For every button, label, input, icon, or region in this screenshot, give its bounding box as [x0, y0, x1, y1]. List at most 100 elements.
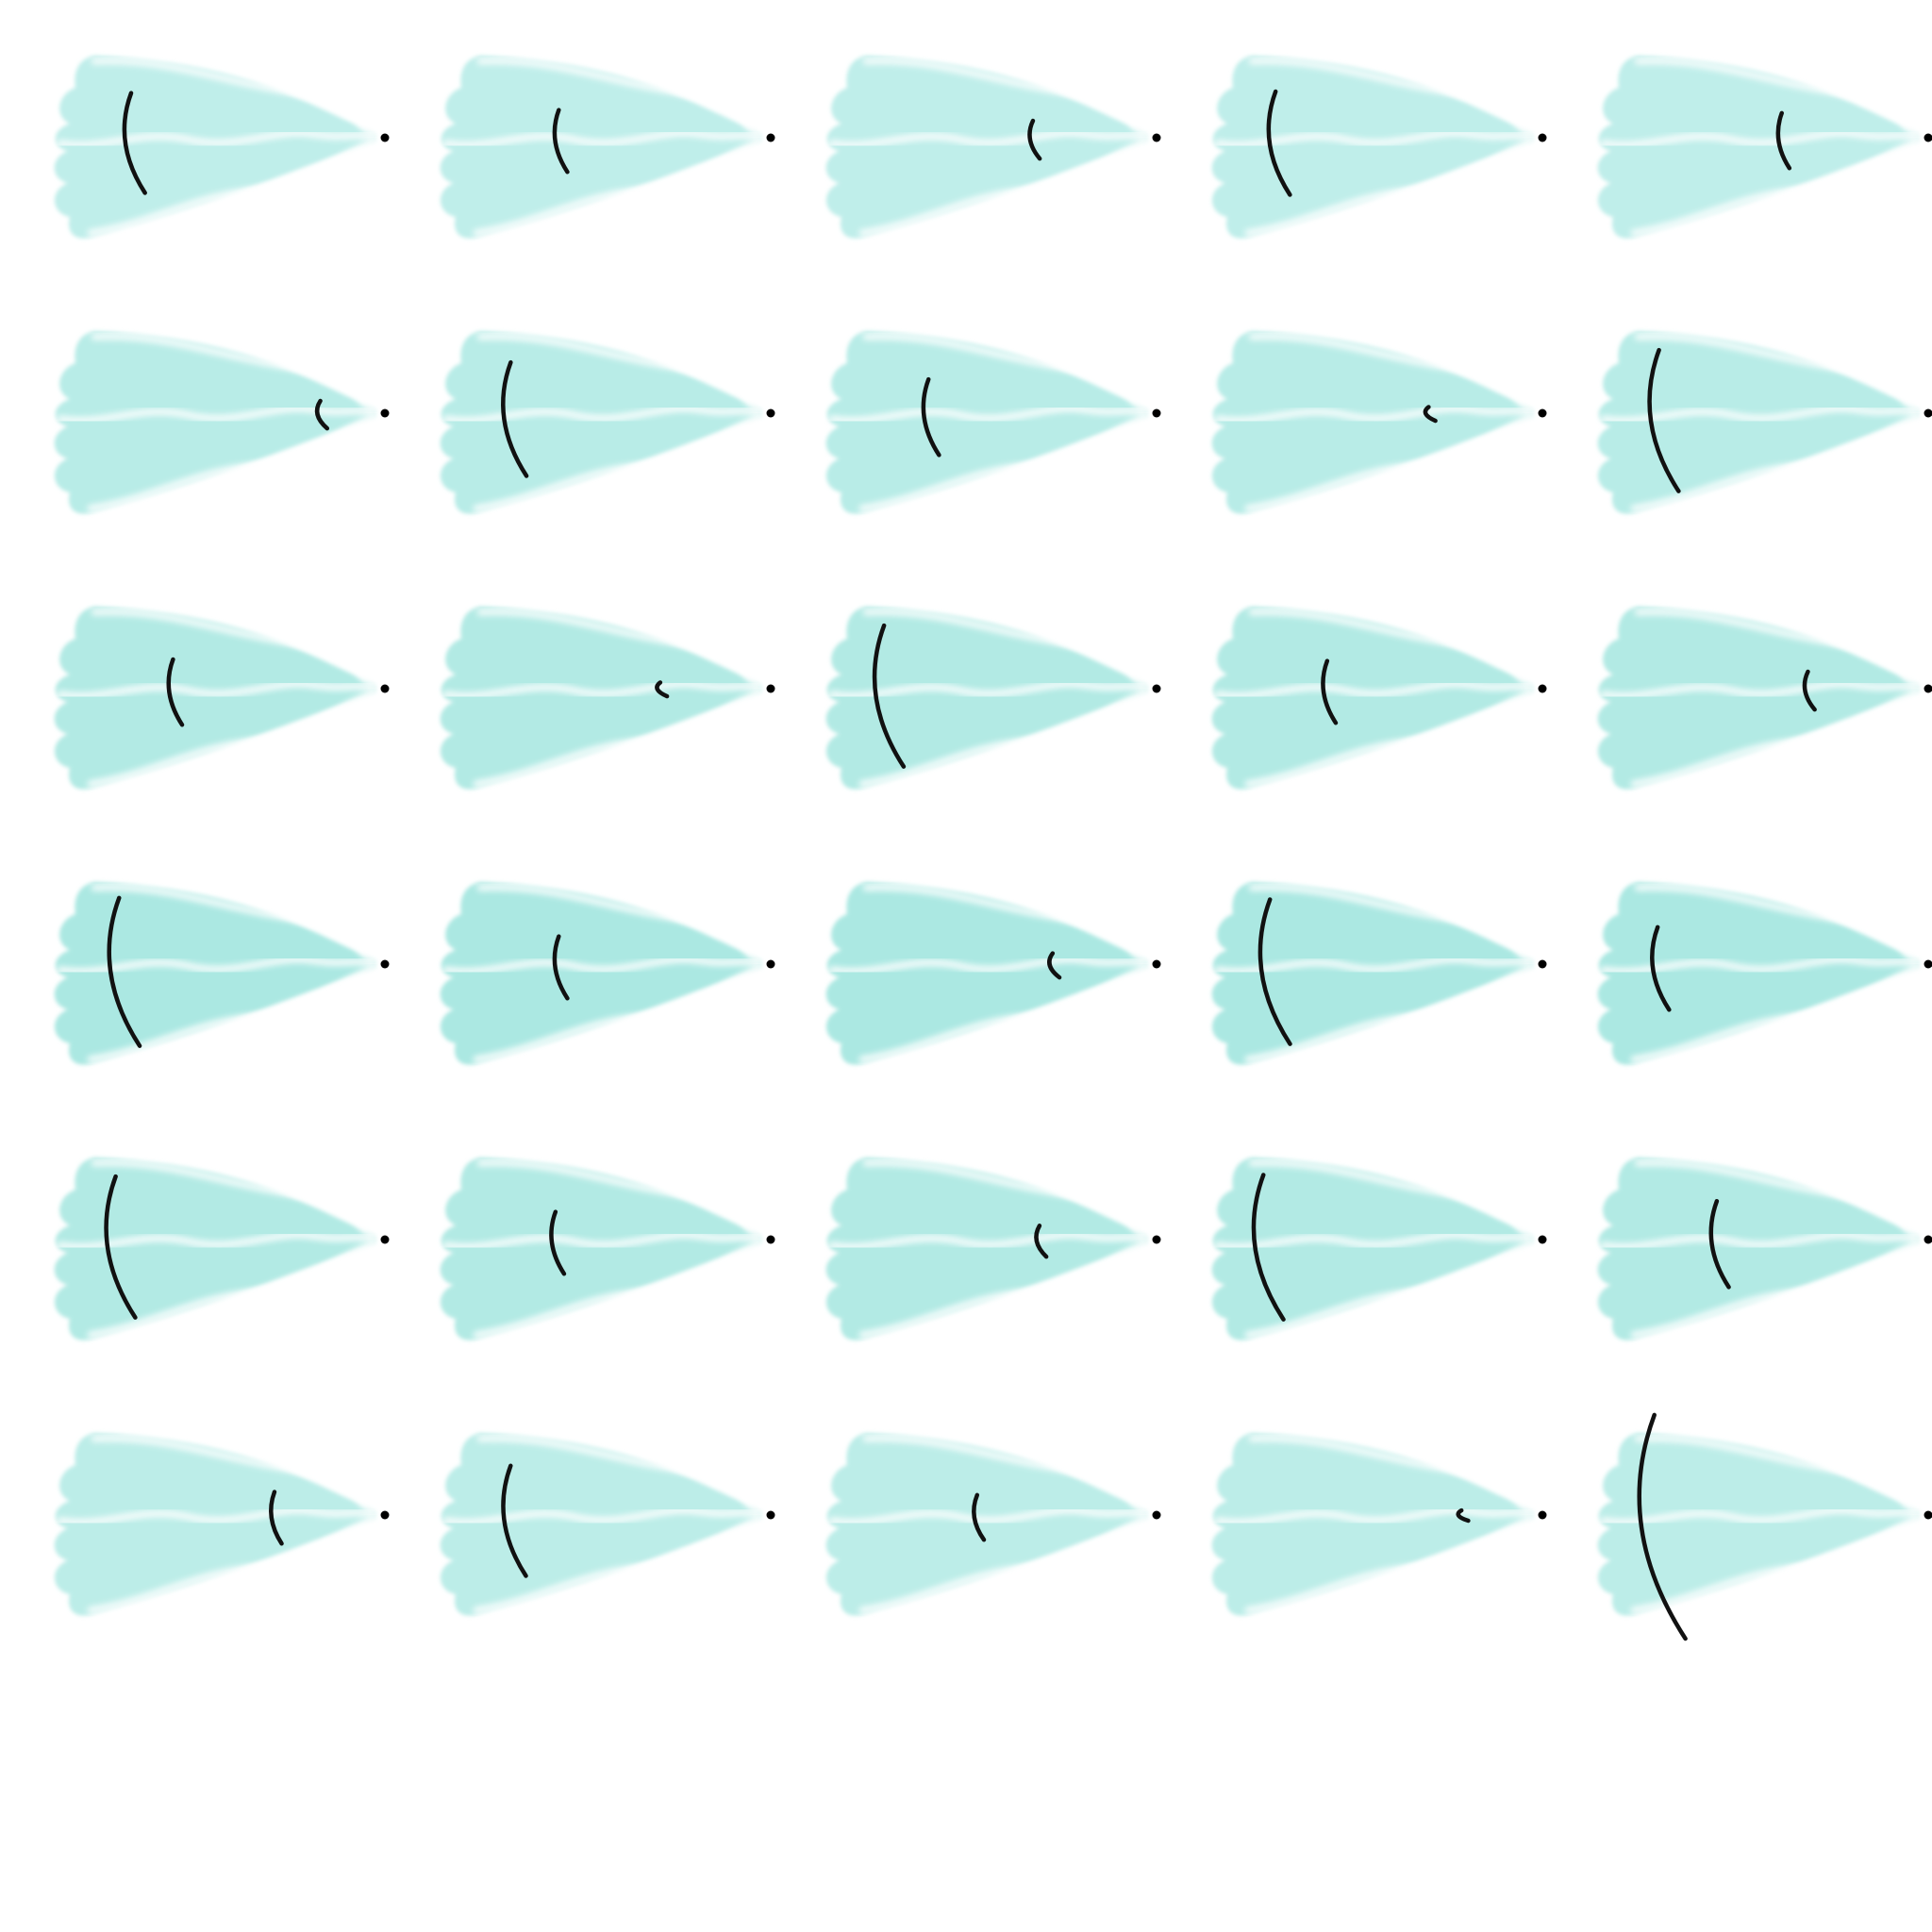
fan-stripe-bottom: [1630, 138, 1921, 237]
fan-stripe-top: [1634, 333, 1921, 413]
fan-body: [440, 1158, 761, 1341]
fan-stripe-bottom: [858, 964, 1149, 1063]
fan-body: [1211, 607, 1533, 790]
fan-stripe-bottom: [473, 1240, 763, 1339]
fan-cell: [440, 331, 775, 514]
fan-stripe-top: [1248, 1435, 1535, 1515]
apex-dot: [1924, 1235, 1932, 1244]
fan-cell: [825, 56, 1161, 239]
fan-stripe-top: [862, 1159, 1149, 1240]
fan-cell: [1211, 1158, 1547, 1341]
arc-stroke: [107, 895, 142, 1048]
fan-stripe-middle: [442, 405, 763, 425]
fan-stripe-top: [1248, 608, 1535, 689]
fan-body: [825, 1433, 1147, 1616]
fan-stripe-middle: [57, 129, 377, 149]
fan-stripe-middle: [1214, 1231, 1535, 1251]
fan-cell: [1211, 331, 1547, 514]
fan-stripe-middle: [1214, 129, 1535, 149]
fan-stripe-middle: [1214, 405, 1535, 425]
fan-cell: [825, 607, 1161, 790]
fan-cell: [1211, 1433, 1547, 1616]
arc-stroke: [972, 1492, 987, 1542]
fan-stripe-bottom: [87, 413, 377, 512]
fan-stripe-bottom: [473, 138, 763, 237]
fan-cell: [54, 1433, 390, 1616]
fan-stripe-bottom: [1630, 1515, 1921, 1614]
fan-stripe-top: [476, 884, 763, 964]
fan-stripe-middle: [1600, 129, 1921, 149]
fan-cell: [1597, 331, 1932, 514]
fan-stripe-bottom: [87, 689, 377, 788]
arc-stroke: [1266, 89, 1292, 197]
apex-dot: [1152, 684, 1161, 693]
fan-stripe-top: [91, 1435, 377, 1515]
arc-stroke: [1251, 1173, 1286, 1322]
fan-stripe-top: [91, 608, 377, 689]
arc-stroke: [1423, 405, 1438, 424]
apex-dot: [1924, 684, 1932, 693]
arc-stroke: [1802, 669, 1817, 712]
fan-cell: [54, 882, 390, 1065]
apex-dot: [1924, 959, 1932, 969]
fan-body: [1597, 607, 1919, 790]
fan-cell: [1211, 56, 1547, 239]
fan-body: [1211, 1433, 1533, 1616]
fan-stripe-bottom: [1630, 689, 1921, 788]
arc-stroke: [1027, 118, 1042, 161]
fan-cell: [1597, 1412, 1932, 1641]
apex-dot: [766, 1510, 775, 1520]
fan-cell: [440, 882, 775, 1065]
apex-dot: [380, 133, 390, 142]
fan-body: [440, 1433, 761, 1616]
fan-cell: [54, 56, 390, 239]
fan-stripe-middle: [442, 129, 763, 149]
apex-dot: [380, 1510, 390, 1520]
apex-dot: [1538, 1510, 1547, 1520]
arc-stroke: [552, 108, 570, 175]
fan-body: [825, 331, 1147, 514]
fan-body: [1211, 331, 1533, 514]
apex-dot: [1152, 959, 1161, 969]
fan-cell: [54, 607, 390, 790]
fan-body: [1597, 56, 1919, 239]
apex-dot: [1538, 959, 1547, 969]
arc-stroke: [314, 398, 330, 431]
apex-dot: [1924, 1510, 1932, 1520]
fan-body: [54, 1433, 376, 1616]
fan-cell: [1211, 882, 1547, 1065]
fan-stripe-middle: [57, 956, 377, 975]
arc-stroke: [1637, 1412, 1688, 1641]
fan-body: [825, 56, 1147, 239]
fan-stripe-top: [862, 884, 1149, 964]
fan-body: [1211, 56, 1533, 239]
fan-stripe-bottom: [1244, 413, 1535, 512]
fan-stripe-bottom: [473, 1515, 763, 1614]
fan-stripe-middle: [57, 1231, 377, 1251]
fan-stripe-middle: [1600, 680, 1921, 700]
fan-stripe-middle: [1600, 405, 1921, 425]
apex-dot: [1538, 684, 1547, 693]
fan-body: [54, 1158, 376, 1341]
apex-dot: [1538, 408, 1547, 418]
arc-stroke: [1034, 1224, 1049, 1259]
fan-stripe-bottom: [473, 689, 763, 788]
fan-stripe-top: [476, 1435, 763, 1515]
fan-cell: [825, 331, 1161, 514]
apex-dot: [380, 1235, 390, 1244]
arc-stroke: [921, 376, 941, 458]
fan-stripe-middle: [57, 1507, 377, 1526]
fan-body: [54, 607, 376, 790]
fan-body: [54, 331, 376, 514]
fan-stripe-bottom: [473, 413, 763, 512]
fan-stripe-middle: [57, 680, 377, 700]
fan-stripe-top: [862, 333, 1149, 413]
fan-cell: [1597, 607, 1932, 790]
fan-stripe-bottom: [1630, 413, 1921, 512]
fan-stripe-middle: [1600, 1231, 1921, 1251]
fan-cell: [440, 1433, 775, 1616]
apex-dot: [1924, 408, 1932, 418]
fan-cell: [440, 607, 775, 790]
